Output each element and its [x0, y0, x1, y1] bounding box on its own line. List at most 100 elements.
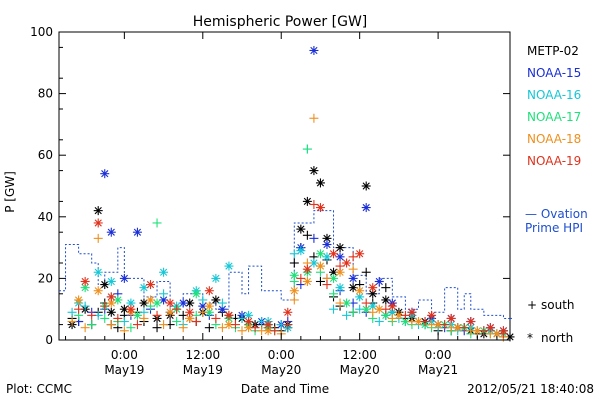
- north-point: [485, 323, 495, 333]
- south-point: [302, 230, 312, 240]
- south-marker-symbol: +: [527, 298, 537, 312]
- chart-title: Hemispheric Power [GW]: [193, 14, 368, 30]
- north-point: [387, 301, 397, 311]
- north-point: [315, 178, 325, 188]
- legend-entry-noaa-15: NOAA-15: [527, 66, 581, 80]
- north-point: [322, 252, 332, 262]
- north-point: [329, 249, 339, 259]
- south-point: [198, 307, 208, 317]
- north-point: [498, 326, 508, 336]
- south-point: [159, 320, 169, 330]
- north-point: [413, 317, 423, 327]
- south-point: [440, 320, 450, 330]
- south-point: [374, 317, 384, 327]
- south-point: [289, 249, 299, 259]
- north-point: [322, 233, 332, 243]
- north-point: [93, 218, 103, 228]
- south-point: [329, 289, 339, 299]
- north-point: [322, 240, 332, 250]
- south-point: [283, 320, 293, 330]
- north-point: [315, 203, 325, 213]
- y-axis-label: P [GW]: [3, 171, 17, 213]
- north-point: [309, 45, 319, 55]
- x-tick-time-label: 0:00: [268, 348, 295, 362]
- south-point: [479, 326, 489, 336]
- north-point: [315, 261, 325, 271]
- south-point: [178, 323, 188, 333]
- north-point: [139, 298, 149, 308]
- south-point: [296, 273, 306, 283]
- south-marker-label: south: [541, 298, 575, 312]
- north-point: [309, 166, 319, 176]
- south-point: [381, 304, 391, 314]
- footer-plot-credit: Plot: CCMC: [6, 382, 72, 396]
- x-axis-label: Date and Time: [241, 382, 329, 396]
- x-tick-time-label: 12:00: [342, 348, 377, 362]
- south-point: [172, 304, 182, 314]
- south-point: [100, 313, 110, 323]
- north-point: [106, 307, 116, 317]
- south-point: [368, 307, 378, 317]
- x-tick-date-label: May20: [261, 363, 301, 377]
- north-point: [113, 295, 123, 305]
- north-point: [335, 243, 345, 253]
- north-point: [119, 273, 129, 283]
- north-point: [342, 258, 352, 268]
- north-point: [368, 289, 378, 299]
- y-tick-label: 80: [38, 87, 53, 101]
- south-point: [348, 264, 358, 274]
- south-point: [361, 298, 371, 308]
- north-point: [407, 307, 417, 317]
- north-marker-symbol: *: [527, 331, 533, 345]
- south-point: [80, 301, 90, 311]
- data-points: [67, 45, 515, 342]
- south-point: [230, 320, 240, 330]
- south-point: [132, 320, 142, 330]
- north-point: [263, 320, 273, 330]
- y-tick-label: 40: [38, 210, 53, 224]
- south-point: [302, 144, 312, 154]
- south-point: [204, 323, 214, 333]
- north-point: [178, 298, 188, 308]
- north-point: [244, 317, 254, 327]
- south-point: [139, 313, 149, 323]
- ovation-prime-reference-line: [59, 210, 512, 319]
- ovation-legend-label-line2: Prime HPI: [525, 221, 583, 235]
- legend-entry-noaa-17: NOAA-17: [527, 110, 581, 124]
- north-point: [132, 227, 142, 237]
- north-point: [106, 292, 116, 302]
- south-point: [191, 317, 201, 327]
- north-point: [126, 304, 136, 314]
- north-point: [283, 307, 293, 317]
- south-point: [289, 258, 299, 268]
- south-point: [250, 323, 260, 333]
- south-point: [178, 310, 188, 320]
- south-point: [106, 320, 116, 330]
- y-tick-label: 60: [38, 148, 53, 162]
- north-point: [446, 313, 456, 323]
- south-point: [309, 199, 319, 209]
- south-point: [87, 320, 97, 330]
- north-point: [427, 310, 437, 320]
- north-point: [74, 295, 84, 305]
- south-point: [420, 317, 430, 327]
- x-tick-time-label: 12:00: [186, 348, 221, 362]
- north-point: [146, 280, 156, 290]
- south-point: [335, 261, 345, 271]
- x-tick-date-label: May19: [183, 363, 223, 377]
- north-point: [361, 181, 371, 191]
- north-point: [296, 224, 306, 234]
- south-point: [237, 326, 247, 336]
- legend-entry-noaa-16: NOAA-16: [527, 88, 581, 102]
- north-point: [204, 286, 214, 296]
- south-point: [217, 323, 227, 333]
- north-point: [348, 273, 358, 283]
- north-point: [191, 289, 201, 299]
- south-point: [67, 307, 77, 317]
- legend-entry-metp-02: METP-02: [527, 44, 579, 58]
- plot-frame: [58, 31, 511, 341]
- south-point: [113, 313, 123, 323]
- south-point: [93, 233, 103, 243]
- north-point: [289, 286, 299, 296]
- north-point: [100, 280, 110, 290]
